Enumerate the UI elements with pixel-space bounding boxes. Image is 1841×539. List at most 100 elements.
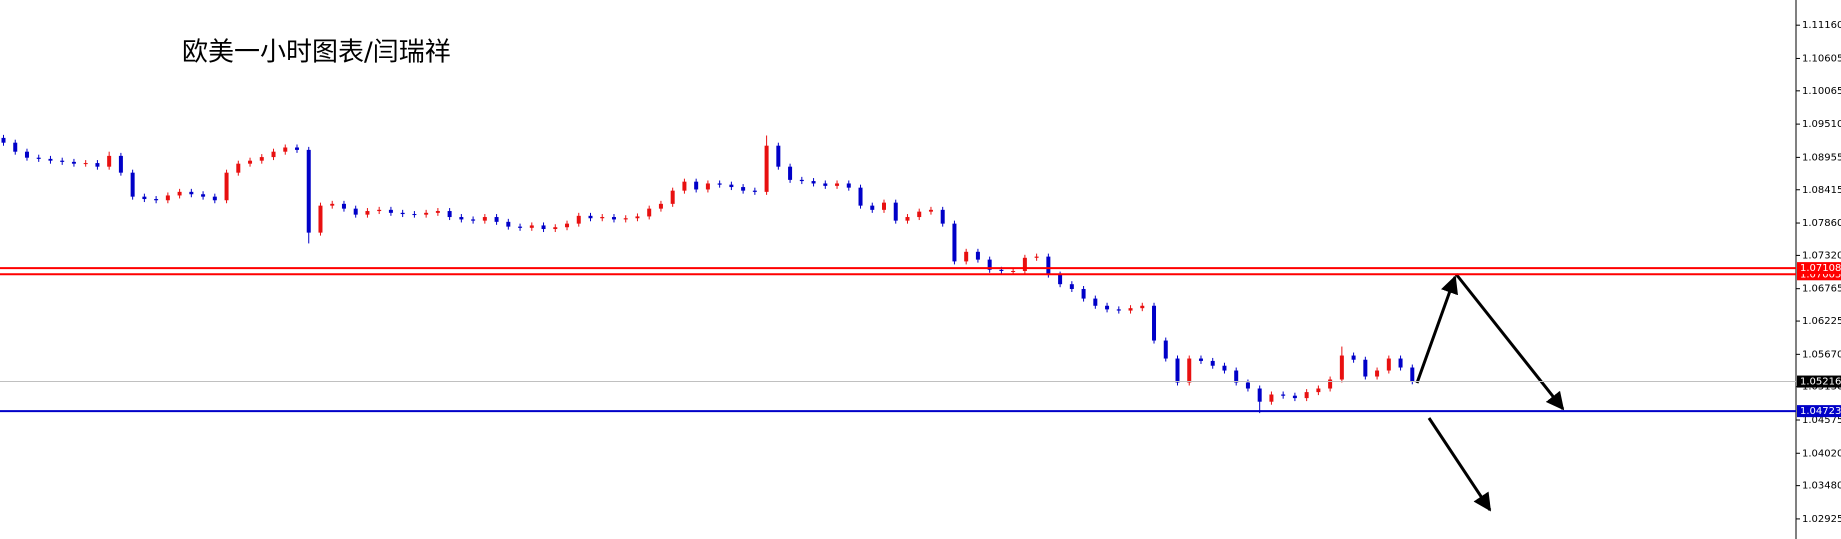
candle-body [952,223,957,262]
candle-body [799,179,804,182]
candle-body [1351,355,1356,360]
candle-body [999,269,1004,271]
candle-body [1234,370,1239,383]
candle-body [1328,379,1333,389]
candle-body [471,219,476,221]
candle-body [917,211,922,218]
candle-body [259,157,264,161]
candle-body [400,212,405,215]
candle-body [60,160,65,162]
candle-body [623,218,628,220]
candle-body [529,225,534,228]
candle-body [1269,394,1274,402]
y-tick-label: 1.08415 [1802,185,1841,196]
candle-body [1386,358,1391,371]
candle-body [201,194,206,197]
candle-body [271,151,276,158]
y-tick-label: 1.06765 [1802,284,1841,295]
candle-body [565,223,570,228]
candle-body [388,209,393,213]
candle-body [1034,256,1039,258]
candle-body [1128,308,1133,311]
y-tick-label: 1.06225 [1802,316,1841,327]
candle-body [1245,382,1250,389]
candle-body [717,183,722,185]
candle-body [435,211,440,213]
candle-body [658,203,663,209]
candle-body [858,187,863,206]
arrow-down-alt [1427,417,1492,512]
candle-body [1081,288,1086,299]
candle-body [729,184,734,188]
annotation-arrows [1415,273,1565,512]
y-tick-label: 1.09510 [1802,119,1841,130]
candle-body [1187,358,1192,383]
candle-body [1304,392,1309,399]
candle-body [1375,370,1380,377]
chart-title: 欧美一小时图表/闫瑞祥 [182,38,451,68]
candle-body [154,199,159,201]
candle-body [1152,305,1157,341]
candle-body [130,172,135,197]
candle-body [705,183,710,190]
candle-body [928,209,933,212]
candle-body [83,163,88,165]
y-tick-label: 1.08955 [1802,152,1841,163]
candle-body [71,161,76,164]
candle-body [1222,365,1227,371]
candle-body [48,158,53,161]
candle-body [670,190,675,204]
candle-body [553,227,558,230]
candle-body [236,163,241,173]
price-tag [1797,262,1841,275]
candle-body [752,190,757,192]
candle-body [13,142,18,152]
candle-body [694,181,699,190]
y-tick-label: 1.04020 [1802,448,1841,459]
candle-body [893,202,898,221]
candle-body [189,191,194,195]
candle-body [1398,358,1403,368]
candle-body [142,196,147,200]
candle-body [541,225,546,230]
candle-body [365,211,370,215]
candle-body [494,217,499,222]
candle-body [776,145,781,167]
candle-body [682,181,687,191]
candle-body [377,209,382,212]
candle-body [1339,355,1344,380]
candle-body [1058,274,1063,285]
candle-body [36,157,41,159]
candle-body [964,251,969,262]
candle-body [107,155,112,167]
candle-body [1011,270,1016,272]
candle-body [447,211,452,218]
candle-body [882,202,886,210]
candle-body [1363,359,1368,377]
candle-body [788,166,793,180]
candle-body [224,172,229,201]
candle-body [518,226,523,228]
candle-body [823,183,828,186]
y-tick-label: 1.02925 [1802,514,1841,525]
candle-body [118,155,123,173]
candle-body [1316,388,1321,393]
candle-body [647,208,652,217]
candle-body [611,217,616,220]
y-tick-label: 1.03480 [1802,481,1841,492]
candle-body [741,187,746,191]
candle-body [330,203,335,206]
candle-body [940,209,945,224]
candle-body [459,217,464,220]
candle-body [764,145,769,192]
y-tick-label: 1.07860 [1802,218,1841,229]
candle-body [353,208,358,215]
y-tick-label: 1.10065 [1802,86,1841,97]
price-tag-label: 1.07005 [1800,269,1841,280]
candle-body [1,137,6,143]
y-tick-label: 1.07320 [1802,250,1841,261]
candle-body [987,259,992,270]
candle-body [1093,298,1098,306]
candle-body [1046,256,1051,275]
